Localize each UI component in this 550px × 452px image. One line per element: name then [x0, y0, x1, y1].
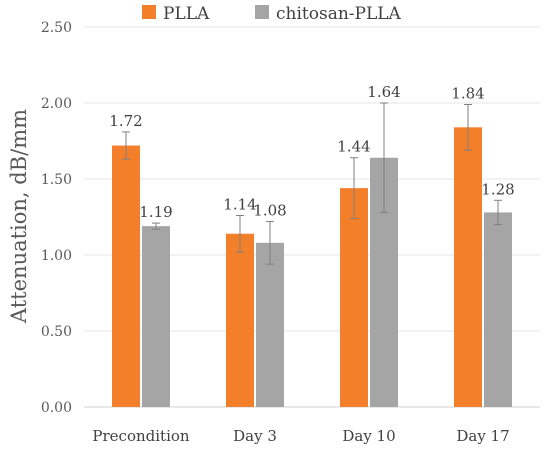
x-category-label: Precondition: [92, 427, 189, 445]
bar-plla: [112, 145, 140, 407]
legend-swatch-plla: [142, 5, 156, 19]
legend: PLLA chitosan-PLLA: [142, 4, 402, 24]
y-tick-label: 1.50: [41, 172, 72, 188]
legend-label-chitosan-plla: chitosan-PLLA: [276, 4, 402, 24]
legend-swatch-chitosan-plla: [255, 5, 269, 19]
y-axis-label: Attenuation, dB/mm: [7, 109, 31, 324]
bar-plla: [340, 188, 368, 407]
x-category-label: Day 10: [342, 427, 395, 445]
bar-chitosan-plla: [142, 226, 170, 407]
y-tick-label: 2.00: [41, 96, 72, 112]
data-label: 1.08: [253, 202, 286, 220]
data-label: 1.84: [451, 85, 484, 103]
bar-plla: [454, 127, 482, 407]
data-label: 1.44: [337, 138, 370, 156]
legend-label-plla: PLLA: [163, 4, 210, 24]
bar-plla: [226, 233, 254, 407]
data-label: 1.14: [223, 195, 256, 213]
bar-chitosan-plla: [256, 242, 284, 407]
data-label: 1.28: [481, 180, 514, 198]
y-tick-label: 2.50: [41, 20, 72, 36]
x-category-label: Day 3: [233, 427, 277, 445]
error-bars: [122, 102, 502, 265]
data-label: 1.64: [367, 83, 400, 101]
x-category-label: Day 17: [456, 427, 509, 445]
bar-chitosan-plla: [484, 212, 512, 407]
data-label: 1.19: [139, 203, 172, 221]
y-axis-ticks: 0.00 0.50 1.00 1.50 2.00 2.50: [41, 20, 72, 416]
y-tick-label: 0.50: [41, 324, 72, 340]
bars: [112, 127, 512, 407]
data-label: 1.72: [109, 112, 142, 130]
x-axis-categories: Precondition Day 3 Day 10 Day 17: [92, 427, 509, 445]
y-tick-label: 1.00: [41, 248, 72, 264]
data-labels: 1.72 1.19 1.141.08 1.44 1.64 1.84 1.28: [109, 83, 514, 221]
y-tick-label: 0.00: [41, 400, 72, 416]
